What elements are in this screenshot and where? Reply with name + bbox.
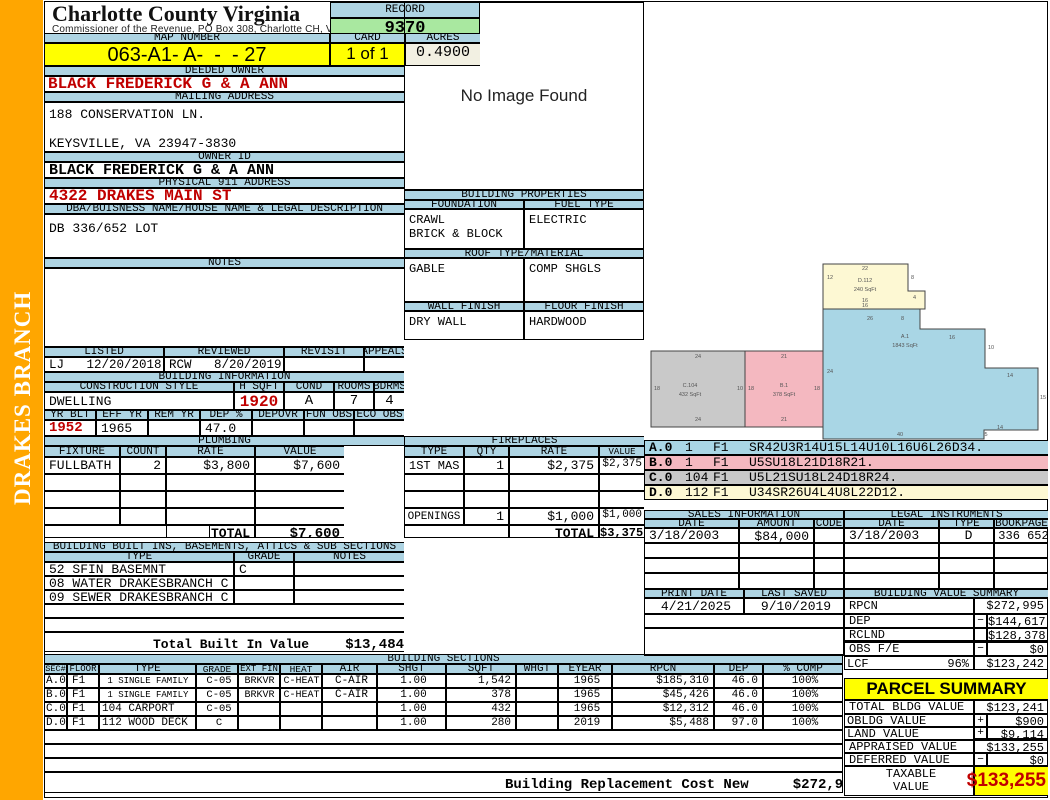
svg-text:26: 26: [867, 316, 873, 322]
svg-text:18: 18: [814, 386, 820, 392]
svg-text:12: 12: [827, 275, 833, 281]
svg-text:C.104: C.104: [683, 383, 698, 389]
svg-text:5: 5: [984, 432, 987, 438]
svg-text:18: 18: [654, 386, 660, 392]
svg-text:24: 24: [827, 369, 833, 375]
svg-text:10: 10: [737, 386, 743, 392]
svg-text:432 SqFt: 432 SqFt: [679, 392, 702, 398]
svg-text:378 SqFt: 378 SqFt: [773, 392, 796, 398]
svg-text:21: 21: [781, 354, 787, 360]
svg-text:40: 40: [897, 432, 903, 438]
svg-text:1843 SqFt: 1843 SqFt: [892, 343, 918, 349]
svg-text:240 SqFt: 240 SqFt: [854, 287, 877, 293]
svg-text:4: 4: [913, 295, 916, 301]
svg-text:18: 18: [748, 386, 754, 392]
svg-text:24: 24: [695, 354, 701, 360]
svg-text:A.1: A.1: [901, 334, 909, 340]
svg-text:24: 24: [695, 417, 701, 423]
svg-text:21: 21: [781, 417, 787, 423]
svg-text:8: 8: [901, 316, 904, 322]
svg-text:15: 15: [1040, 395, 1046, 401]
svg-text:10: 10: [988, 345, 994, 351]
svg-text:D.112: D.112: [858, 278, 872, 284]
svg-text:B.1: B.1: [780, 383, 788, 389]
svg-text:16: 16: [949, 335, 955, 341]
svg-text:14: 14: [1007, 373, 1013, 379]
svg-text:16: 16: [862, 303, 868, 309]
svg-text:14: 14: [997, 425, 1003, 431]
svg-text:22: 22: [862, 266, 868, 272]
svg-text:8: 8: [911, 275, 914, 281]
